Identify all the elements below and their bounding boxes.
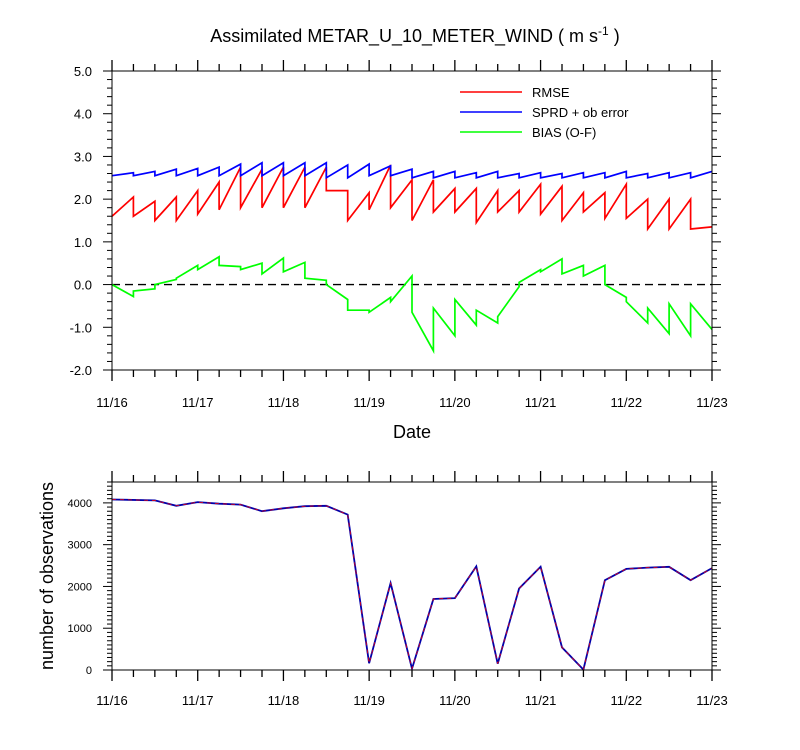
- bottom-y-tick-label: 2000: [68, 581, 92, 593]
- bottom-x-tick-label: 11/20: [439, 693, 471, 708]
- top-y-tick-label: 2.0: [74, 192, 92, 207]
- bottom-y-tick-label: 0: [86, 665, 92, 677]
- bottom-ticks-group: [103, 471, 721, 681]
- legend-label-sprd: SPRD + ob error: [532, 105, 629, 120]
- bottom-y-tick-labels: 0 1000 2000 3000 4000: [68, 498, 92, 677]
- top-y-tick-label: 0.0: [74, 278, 92, 293]
- top-x-tick-label: 11/22: [610, 395, 642, 410]
- top-y-tick-label: 5.0: [74, 64, 92, 79]
- bottom-chart: 11/16 11/17 11/18 11/19 11/20 11/21 11/22 11/23…: [37, 471, 728, 708]
- top-ticks-group: [103, 60, 721, 381]
- series-line-rmse: [111, 164, 713, 232]
- top-x-tick-labels: 11/16 11/17 11/18 11/19 11/20 11/21 11/22 11/23: [96, 395, 728, 410]
- bottom-y-tick-label: 1000: [68, 623, 92, 635]
- top-y-tick-labels: -2.0 -1.0 0.0 1.0 2.0 3.0 4.0 5.0: [70, 64, 92, 378]
- top-series-group: [111, 161, 713, 355]
- top-y-tick-label: -2.0: [70, 363, 92, 378]
- bottom-y-axis-title: number of observations: [37, 482, 57, 670]
- top-x-axis-title: Date: [393, 422, 431, 442]
- series-line-sprd-ob-error: [111, 161, 713, 180]
- top-x-tick-label: 11/21: [525, 395, 557, 410]
- bottom-x-tick-labels: 11/16 11/17 11/18 11/19 11/20 11/21 11/22 11/23: [96, 693, 728, 708]
- top-x-tick-label: 11/20: [439, 395, 471, 410]
- legend-label-rmse: RMSE: [532, 85, 570, 100]
- chart-title-superscript: -1: [598, 24, 609, 38]
- observations-line-dashed: [111, 499, 713, 671]
- bottom-x-tick-label: 11/18: [268, 693, 300, 708]
- bottom-x-tick-label: 11/21: [525, 693, 557, 708]
- chart-title-suffix: ): [609, 26, 620, 46]
- top-x-tick-label: 11/19: [353, 395, 385, 410]
- chart-title: Assimilated METAR_U_10_METER_WIND ( m s-…: [210, 24, 619, 47]
- bottom-y-tick-label: 3000: [68, 540, 92, 552]
- top-y-tick-label: 1.0: [74, 235, 92, 250]
- top-x-tick-label: 11/16: [96, 395, 128, 410]
- top-x-tick-label: 11/23: [696, 395, 728, 410]
- top-y-tick-label: 3.0: [74, 149, 92, 164]
- bottom-y-tick-label: 4000: [68, 498, 92, 510]
- top-y-tick-label: 4.0: [74, 107, 92, 122]
- bottom-plot-frame: [111, 481, 713, 671]
- bottom-series-group: [111, 498, 713, 673]
- bottom-x-tick-label: 11/17: [182, 693, 214, 708]
- top-y-tick-label: -1.0: [70, 320, 92, 335]
- observations-line: [111, 498, 713, 673]
- bottom-x-tick-label: 11/22: [610, 693, 642, 708]
- legend: RMSE SPRD + ob error BIAS (O-F): [460, 85, 629, 140]
- legend-label-bias: BIAS (O-F): [532, 125, 596, 140]
- bottom-x-tick-label: 11/16: [96, 693, 128, 708]
- bottom-x-tick-label: 11/19: [353, 693, 385, 708]
- top-x-tick-label: 11/18: [268, 395, 300, 410]
- top-chart: Assimilated METAR_U_10_METER_WIND ( m s-…: [70, 24, 728, 442]
- bottom-x-tick-label: 11/23: [696, 693, 728, 708]
- top-x-tick-label: 11/17: [182, 395, 214, 410]
- series-line-bias-o-f: [111, 255, 713, 355]
